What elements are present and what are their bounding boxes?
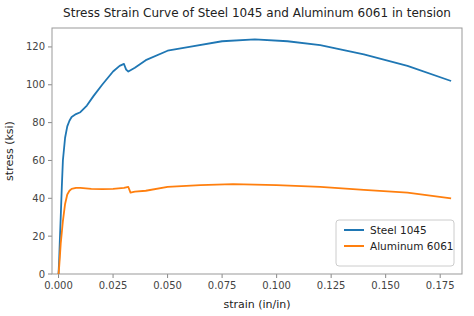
y-tick (48, 122, 52, 123)
y-tick (48, 84, 52, 85)
x-tick (331, 274, 332, 278)
x-tick-label: 0.000 (44, 280, 73, 291)
plot-frame (52, 28, 462, 274)
legend: Steel 1045 Aluminum 6061 (336, 220, 454, 266)
y-tick (48, 274, 52, 275)
x-tick-label: 0.100 (262, 280, 291, 291)
x-tick (276, 274, 277, 278)
legend-label: Aluminum 6061 (370, 240, 454, 252)
x-tick (222, 274, 223, 278)
y-tick-label: 120 (26, 41, 45, 52)
x-tick-label: 0.050 (153, 280, 182, 291)
y-tick (48, 46, 52, 47)
x-tick (385, 274, 386, 278)
legend-box (336, 220, 454, 266)
y-tick (48, 160, 52, 161)
x-axis-label: strain (in/in) (223, 298, 290, 311)
y-tick-label: 0 (39, 269, 45, 280)
title: Stress Strain Curve of Steel 1045 and Al… (63, 6, 451, 20)
y-tick (48, 198, 52, 199)
x-tick-label: 0.175 (426, 280, 455, 291)
x-tick-label: 0.125 (317, 280, 346, 291)
x-tick (440, 274, 441, 278)
x-tick (58, 274, 59, 278)
y-tick (48, 236, 52, 237)
x-tick-label: 0.025 (99, 280, 128, 291)
ticks: 0.000 0.025 0.050 0.075 0.100 0.125 0.150 0.175… (26, 41, 455, 291)
y-tick-label: 80 (32, 117, 45, 128)
x-tick (167, 274, 168, 278)
x-tick-label: 0.075 (208, 280, 237, 291)
y-axis-label: stress (ksi) (3, 121, 16, 181)
x-tick-label: 0.150 (371, 280, 400, 291)
y-tick-label: 40 (32, 193, 45, 204)
legend-swatch (344, 229, 364, 231)
legend-swatch (344, 245, 364, 247)
x-tick (113, 274, 114, 278)
legend-label: Steel 1045 (370, 224, 427, 236)
chart: Stress Strain Curve of Steel 1045 and Al… (0, 0, 474, 316)
y-tick-label: 100 (26, 79, 45, 90)
y-tick-label: 20 (32, 231, 45, 242)
y-tick-label: 60 (32, 155, 45, 166)
